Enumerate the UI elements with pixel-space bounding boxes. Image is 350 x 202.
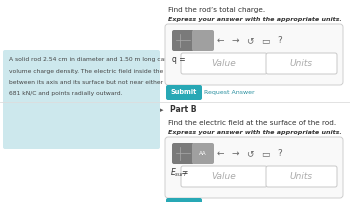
FancyBboxPatch shape [166, 198, 202, 202]
Text: ←: ← [216, 149, 224, 158]
Text: Find the rod’s total charge.: Find the rod’s total charge. [168, 7, 265, 13]
FancyBboxPatch shape [181, 166, 267, 187]
Text: AA: AA [199, 151, 207, 156]
Text: Request Answer: Request Answer [204, 90, 255, 95]
Text: between its axis and its surface but not near either end, has magnitude: between its axis and its surface but not… [9, 80, 225, 85]
Text: q =: q = [172, 56, 186, 64]
Text: Express your answer with the appropriate units.: Express your answer with the appropriate… [168, 130, 342, 135]
FancyBboxPatch shape [172, 30, 194, 51]
Text: Units: Units [289, 59, 313, 68]
Text: ↺: ↺ [246, 149, 254, 158]
FancyBboxPatch shape [266, 53, 337, 74]
Text: Value: Value [212, 59, 236, 68]
Text: Express your answer with the appropriate units.: Express your answer with the appropriate… [168, 17, 342, 22]
Text: Value: Value [212, 172, 236, 181]
Text: Find the electric field at the surface of the rod.: Find the electric field at the surface o… [168, 120, 336, 126]
Text: ?: ? [278, 149, 282, 158]
FancyBboxPatch shape [181, 53, 267, 74]
Text: ▭: ▭ [261, 36, 269, 45]
FancyBboxPatch shape [192, 143, 214, 164]
Text: $E_{surf}$: $E_{surf}$ [170, 167, 188, 179]
Text: Part B: Part B [170, 105, 196, 115]
Text: ↺: ↺ [246, 36, 254, 45]
FancyBboxPatch shape [192, 30, 214, 51]
Text: volume charge density. The electric field inside the rod, halfway: volume charge density. The electric fiel… [9, 68, 202, 74]
FancyBboxPatch shape [166, 85, 202, 100]
Text: Units: Units [289, 172, 313, 181]
FancyBboxPatch shape [165, 137, 343, 198]
Text: ←: ← [216, 36, 224, 45]
FancyBboxPatch shape [3, 50, 160, 149]
Text: →: → [231, 149, 239, 158]
Text: =: = [181, 168, 187, 178]
Text: →: → [231, 36, 239, 45]
Text: 681 kN/C and points radially outward.: 681 kN/C and points radially outward. [9, 92, 122, 97]
Text: ▭: ▭ [261, 149, 269, 158]
Text: ?: ? [278, 36, 282, 45]
FancyBboxPatch shape [165, 24, 343, 85]
Text: ▸: ▸ [160, 107, 163, 113]
FancyBboxPatch shape [266, 166, 337, 187]
FancyBboxPatch shape [172, 143, 194, 164]
Text: A solid rod 2.54 cm in diameter and 1.50 m long carries a uniform: A solid rod 2.54 cm in diameter and 1.50… [9, 57, 209, 62]
Text: Submit: Submit [171, 89, 197, 96]
